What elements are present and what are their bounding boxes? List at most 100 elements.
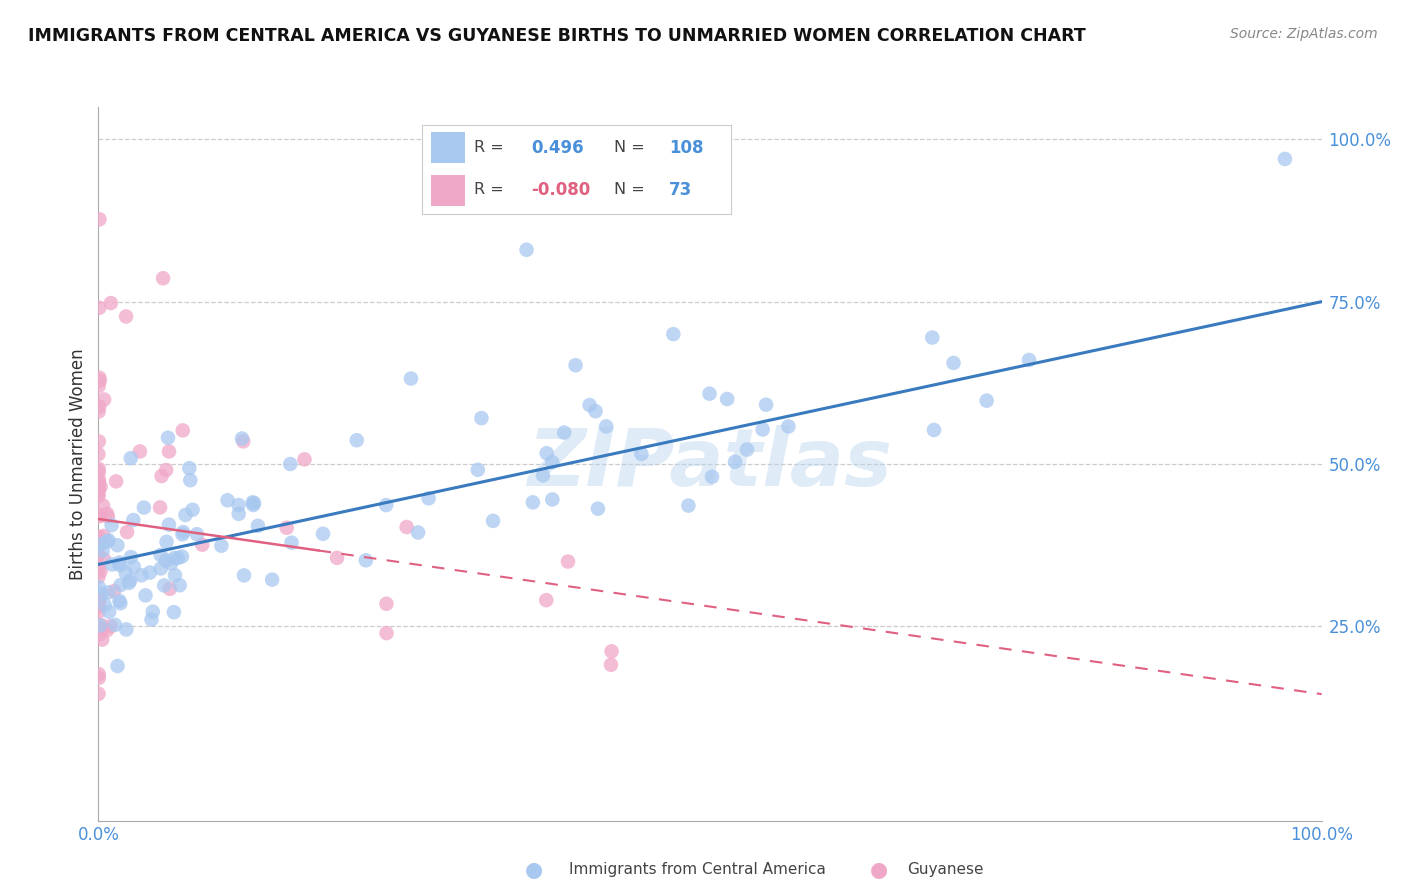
Point bbox=[170, 549, 193, 564]
Point bbox=[96, 534, 118, 549]
Text: N =: N = bbox=[613, 182, 644, 197]
Point bbox=[163, 568, 186, 582]
Point bbox=[100, 619, 122, 633]
Point bbox=[87, 461, 110, 475]
Point bbox=[186, 527, 208, 541]
Point bbox=[395, 520, 418, 534]
Text: ●: ● bbox=[526, 860, 543, 880]
Point bbox=[585, 404, 607, 418]
Point bbox=[1018, 353, 1040, 368]
Text: Immigrants from Central America: Immigrants from Central America bbox=[569, 863, 827, 877]
Point bbox=[87, 473, 110, 487]
Point bbox=[630, 447, 652, 461]
Point bbox=[104, 618, 127, 632]
Point bbox=[586, 501, 609, 516]
Text: IMMIGRANTS FROM CENTRAL AMERICA VS GUYANESE BIRTHS TO UNMARRIED WOMEN CORRELATIO: IMMIGRANTS FROM CENTRAL AMERICA VS GUYAN… bbox=[28, 27, 1085, 45]
Point bbox=[87, 434, 110, 449]
Point bbox=[922, 423, 945, 437]
Point bbox=[228, 498, 250, 512]
Point bbox=[96, 507, 118, 521]
Y-axis label: Births to Unmarried Women: Births to Unmarried Women bbox=[69, 348, 87, 580]
Point bbox=[90, 618, 112, 632]
Point bbox=[105, 538, 128, 552]
Point bbox=[181, 502, 204, 516]
Point bbox=[108, 556, 131, 570]
Point bbox=[536, 446, 558, 460]
Text: ZIPatlas: ZIPatlas bbox=[527, 425, 893, 503]
Point bbox=[482, 514, 505, 528]
Point bbox=[90, 587, 112, 601]
Point bbox=[209, 539, 232, 553]
Point bbox=[149, 561, 172, 575]
Point bbox=[152, 271, 174, 285]
Point bbox=[778, 419, 800, 434]
Point bbox=[89, 301, 111, 315]
Point bbox=[87, 595, 110, 609]
Point bbox=[96, 623, 118, 637]
Point bbox=[531, 468, 554, 483]
Point bbox=[87, 570, 110, 584]
Point bbox=[105, 475, 128, 489]
Point bbox=[179, 473, 201, 487]
Point bbox=[91, 499, 114, 513]
Point bbox=[515, 243, 537, 257]
Point bbox=[231, 432, 253, 446]
Bar bbox=[432, 175, 465, 206]
Point bbox=[172, 527, 194, 541]
Point bbox=[155, 463, 177, 477]
Point bbox=[87, 599, 110, 614]
Point bbox=[87, 489, 110, 503]
Point bbox=[553, 425, 575, 440]
Point bbox=[87, 667, 110, 681]
Point bbox=[134, 588, 156, 602]
Point bbox=[115, 623, 138, 637]
Point bbox=[101, 558, 124, 572]
Point bbox=[87, 580, 110, 594]
Point bbox=[103, 584, 125, 599]
Point bbox=[262, 573, 284, 587]
Point bbox=[100, 518, 122, 533]
Point bbox=[375, 597, 398, 611]
Point bbox=[129, 444, 152, 458]
Point bbox=[107, 659, 129, 673]
Point bbox=[662, 327, 685, 342]
Point bbox=[467, 463, 489, 477]
Text: N =: N = bbox=[613, 140, 644, 155]
Point bbox=[375, 626, 398, 640]
Point bbox=[179, 461, 201, 475]
Point bbox=[595, 419, 617, 434]
Point bbox=[90, 480, 112, 494]
Point bbox=[87, 671, 110, 685]
Point bbox=[942, 356, 965, 370]
Point bbox=[87, 483, 110, 497]
Text: 73: 73 bbox=[669, 180, 693, 199]
Point bbox=[522, 495, 544, 509]
Point bbox=[87, 562, 110, 576]
Point bbox=[700, 469, 723, 483]
Point bbox=[578, 398, 600, 412]
Point bbox=[735, 442, 758, 457]
Point bbox=[89, 212, 111, 227]
Point bbox=[87, 475, 110, 490]
Point bbox=[114, 566, 136, 580]
Point bbox=[87, 488, 110, 502]
Point bbox=[159, 582, 181, 596]
Point bbox=[716, 392, 738, 406]
Point bbox=[246, 518, 269, 533]
Point bbox=[191, 538, 214, 552]
Point bbox=[233, 568, 256, 582]
Point bbox=[755, 398, 778, 412]
Point bbox=[149, 500, 172, 515]
Text: Source: ZipAtlas.com: Source: ZipAtlas.com bbox=[1230, 27, 1378, 41]
Point bbox=[600, 657, 623, 672]
Point bbox=[169, 578, 191, 592]
Point bbox=[153, 578, 176, 592]
Point bbox=[87, 598, 110, 612]
Point bbox=[115, 310, 138, 324]
Point bbox=[724, 455, 747, 469]
Point bbox=[89, 509, 111, 524]
Point bbox=[89, 628, 111, 642]
Point bbox=[122, 513, 145, 527]
Point bbox=[141, 613, 163, 627]
Point bbox=[375, 498, 398, 512]
